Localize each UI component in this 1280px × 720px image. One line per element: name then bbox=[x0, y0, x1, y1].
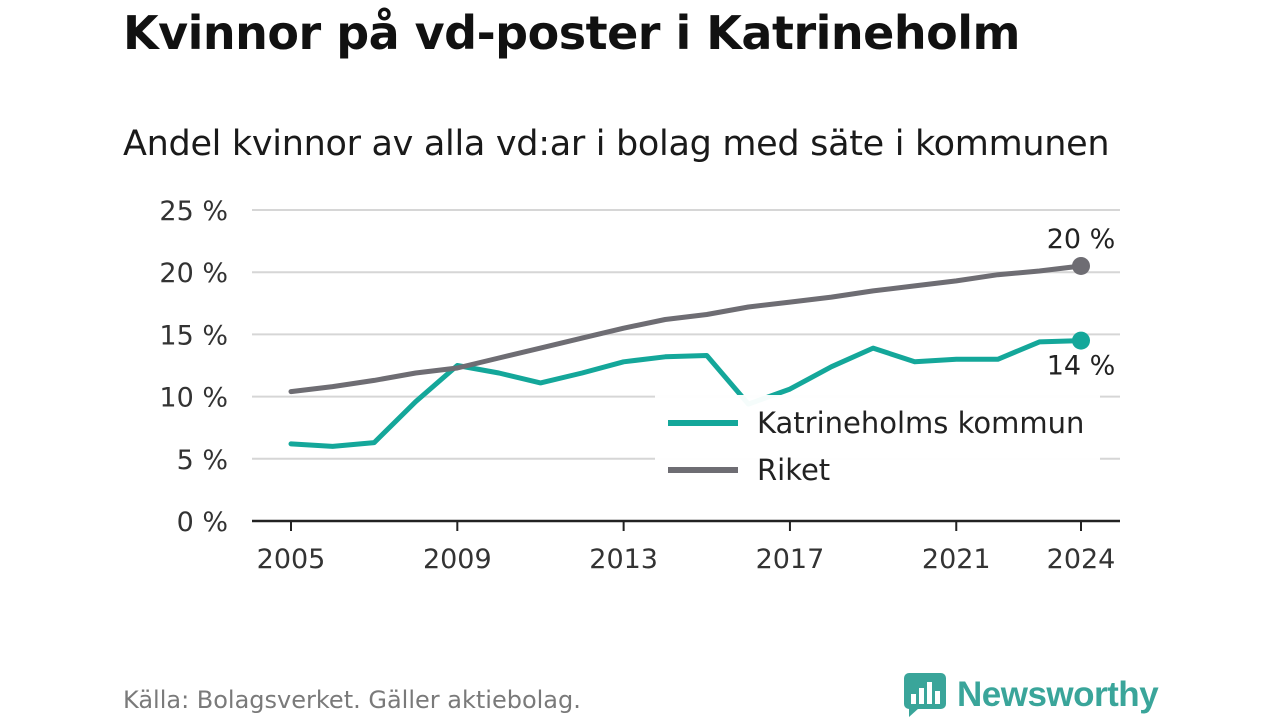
x-tick-label: 2024 bbox=[1047, 544, 1116, 575]
y-tick-label: 15 % bbox=[159, 320, 228, 351]
chart-bubble-icon bbox=[904, 673, 946, 717]
legend-background bbox=[655, 395, 1100, 497]
brand-logo: Newsworthy bbox=[903, 672, 1159, 718]
legend: Katrineholms kommun Riket bbox=[655, 395, 1100, 497]
end-label-katrineholm: 14 % bbox=[1047, 351, 1116, 382]
y-tick-label: 25 % bbox=[159, 196, 228, 227]
brand-name: Newsworthy bbox=[957, 675, 1159, 714]
y-tick-label: 0 % bbox=[177, 507, 228, 538]
x-tick-label: 2017 bbox=[756, 544, 825, 575]
x-tick-label: 2009 bbox=[423, 544, 492, 575]
legend-label-riket: Riket bbox=[757, 453, 830, 487]
chart-subtitle: Andel kvinnor av alla vd:ar i bolag med … bbox=[123, 124, 1110, 164]
chart-title: Kvinnor på vd-poster i Katrineholm bbox=[123, 6, 1020, 60]
x-tick-label: 2021 bbox=[922, 544, 991, 575]
x-tick-label: 2005 bbox=[257, 544, 326, 575]
y-tick-label: 10 % bbox=[159, 383, 228, 414]
x-axis: 2005 2009 2013 2017 2021 2024 bbox=[252, 519, 1120, 575]
series-line-riket bbox=[288, 263, 1084, 395]
source-note: Källa: Bolagsverket. Gäller aktiebolag. bbox=[123, 686, 581, 714]
series-layer bbox=[288, 256, 1090, 449]
end-label-riket: 20 % bbox=[1047, 224, 1116, 255]
y-tick-label: 5 % bbox=[177, 445, 228, 476]
labels-layer: 14 % 20 % bbox=[1047, 224, 1116, 382]
series-line-katrineholm bbox=[288, 338, 1084, 449]
end-point-riket bbox=[1072, 256, 1090, 275]
legend-label-katrineholm: Katrineholms kommun bbox=[757, 406, 1084, 440]
x-tick-label: 2013 bbox=[589, 544, 658, 575]
end-point-katrineholm bbox=[1072, 331, 1090, 350]
y-tick-label: 20 % bbox=[159, 258, 228, 289]
